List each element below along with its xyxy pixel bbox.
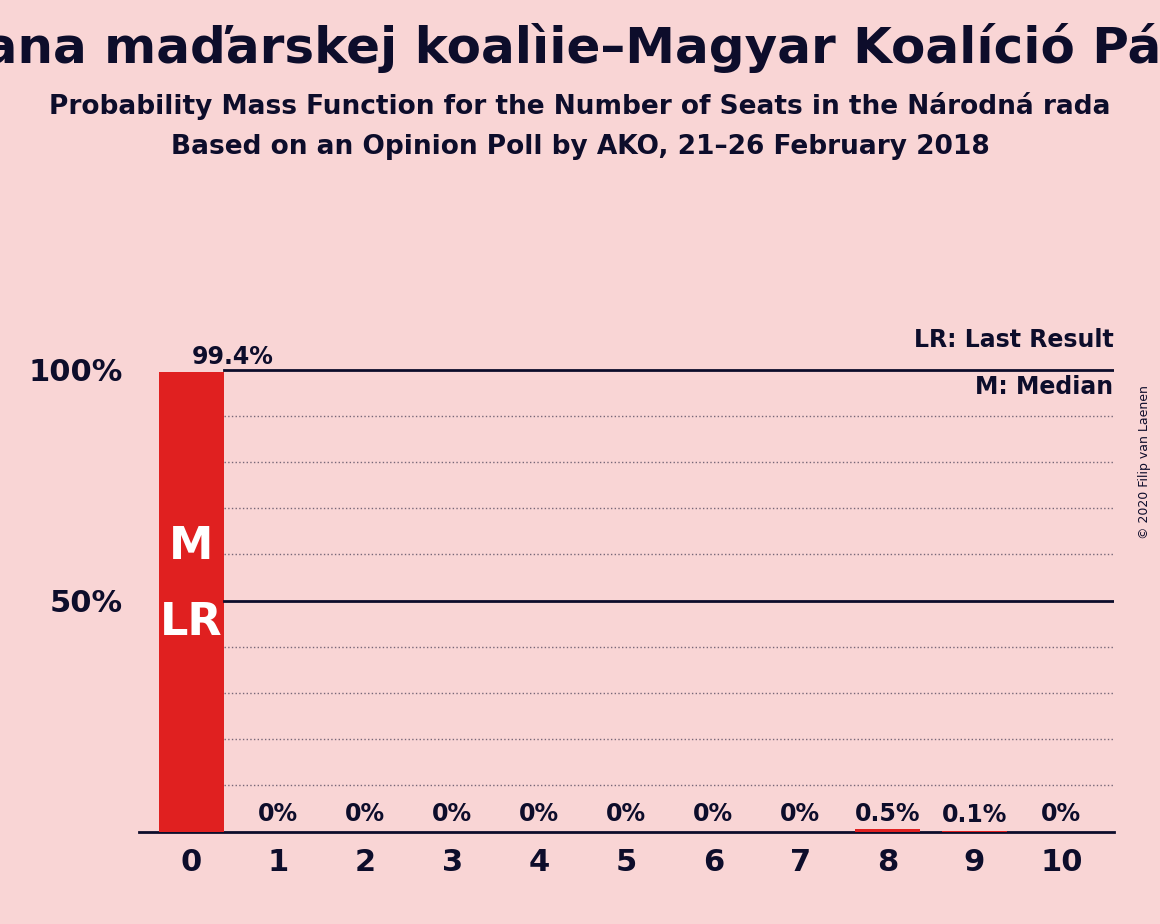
Text: 99.4%: 99.4% (191, 345, 274, 369)
Text: 0%: 0% (433, 802, 472, 826)
Text: 0%: 0% (259, 802, 298, 826)
Text: 0.5%: 0.5% (855, 802, 920, 826)
Text: Based on an Opinion Poll by AKO, 21–26 February 2018: Based on an Opinion Poll by AKO, 21–26 F… (171, 134, 989, 160)
Text: M: M (169, 525, 213, 568)
Text: Strana maďarskej koalìie–Magyar Koalíció Pártja: Strana maďarskej koalìie–Magyar Koalíció… (0, 23, 1160, 73)
Text: © 2020 Filip van Laenen: © 2020 Filip van Laenen (1138, 385, 1151, 539)
Text: M: Median: M: Median (976, 374, 1114, 398)
Text: 0%: 0% (1042, 802, 1081, 826)
Text: Probability Mass Function for the Number of Seats in the Národná rada: Probability Mass Function for the Number… (49, 92, 1111, 120)
Text: 0.1%: 0.1% (942, 804, 1007, 828)
Text: 0%: 0% (781, 802, 820, 826)
Text: 0%: 0% (607, 802, 646, 826)
Text: 0%: 0% (346, 802, 385, 826)
Bar (159, 372, 224, 832)
Text: LR: LR (160, 601, 223, 644)
Bar (855, 830, 920, 832)
Text: 0%: 0% (694, 802, 733, 826)
Text: LR: Last Result: LR: Last Result (914, 328, 1114, 352)
Text: 0%: 0% (520, 802, 559, 826)
